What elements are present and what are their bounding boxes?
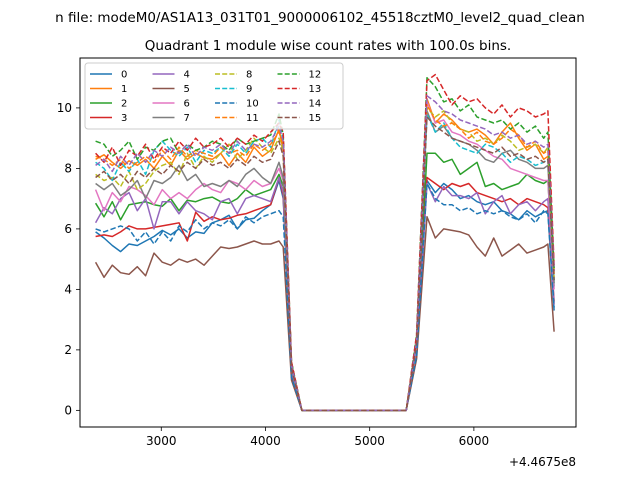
legend-label-12: 12 — [309, 70, 322, 81]
legend-label-9: 9 — [246, 84, 252, 95]
x-tick-label: 6000 — [459, 434, 490, 448]
legend-label-3: 3 — [121, 113, 127, 124]
axis-ticks: 3000 4000 5000 6000 0 2 4 6 8 10 — [57, 101, 489, 448]
y-tick-label: 2 — [64, 343, 72, 357]
legend-label-1: 1 — [121, 84, 127, 95]
y-tick-label: 10 — [57, 101, 72, 115]
plot-frame — [79, 57, 577, 428]
y-tick-label: 4 — [64, 282, 72, 296]
legend-label-10: 10 — [246, 99, 259, 110]
legend-label-2: 2 — [121, 99, 127, 110]
legend-label-11: 11 — [246, 113, 259, 124]
legend-label-0: 0 — [121, 70, 127, 81]
legend-label-7: 7 — [184, 113, 190, 124]
legend-label-15: 15 — [309, 113, 322, 124]
chart-title: Quadrant 1 module wise count rates with … — [145, 38, 511, 54]
legend-label-4: 4 — [184, 70, 190, 81]
legend-label-5: 5 — [184, 84, 190, 95]
legend-label-13: 13 — [309, 84, 322, 95]
x-tick-label: 4000 — [250, 434, 281, 448]
series-line-15 — [95, 116, 555, 412]
legend-label-14: 14 — [309, 99, 322, 110]
x-tick-label: 5000 — [354, 434, 385, 448]
legend-frame — [84, 62, 344, 130]
legend-label-8: 8 — [246, 70, 252, 81]
y-tick-label: 6 — [64, 222, 72, 236]
y-tick-label: 0 — [64, 403, 72, 417]
x-offset-label: +4.4675e8 — [509, 455, 576, 469]
series-line-8 — [95, 107, 555, 412]
x-tick-label: 3000 — [146, 434, 177, 448]
series-lines — [94, 73, 555, 412]
y-tick-label: 8 — [64, 161, 72, 175]
series-line-10 — [95, 182, 555, 412]
figure-suptitle: n file: modeM0/AS1A13_031T01_9000006102_… — [55, 10, 585, 26]
legend-label-6: 6 — [184, 99, 190, 110]
